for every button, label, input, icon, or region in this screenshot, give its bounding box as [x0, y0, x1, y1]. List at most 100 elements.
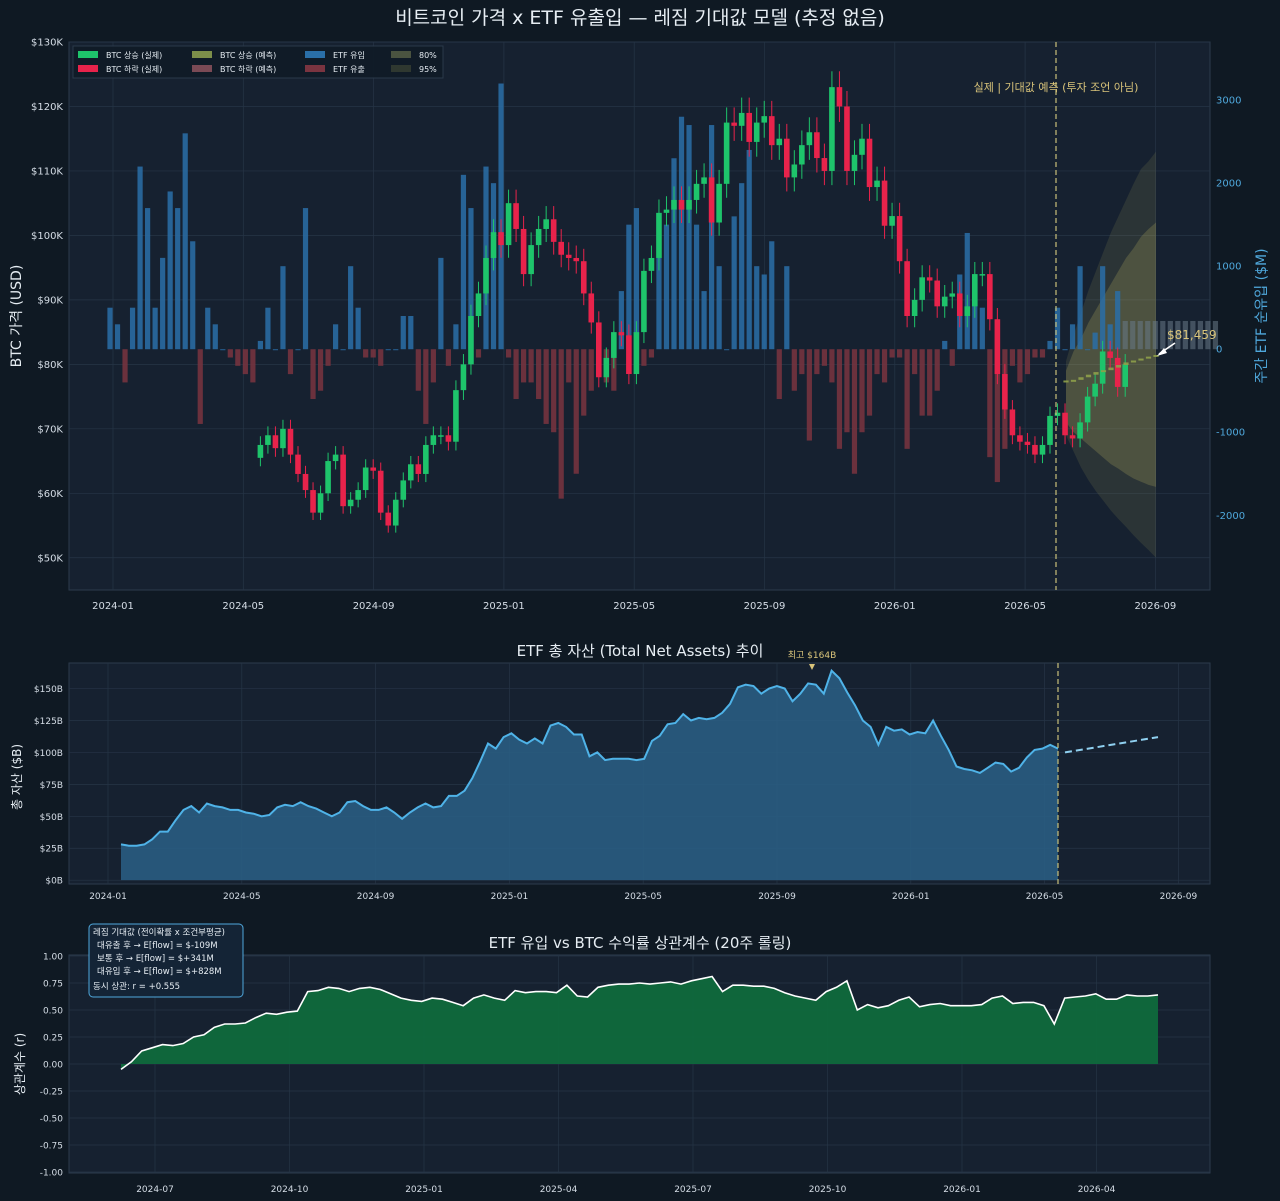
forecast-candle: [1100, 370, 1107, 373]
flow-bar: [746, 149, 752, 350]
flow-bar: [160, 257, 166, 350]
candle-body: [874, 180, 880, 188]
candle-body: [588, 293, 595, 323]
forecast-candle: [1123, 362, 1129, 365]
flow-bar: [536, 349, 542, 400]
flow-bar: [851, 349, 858, 474]
flow-bar: [310, 349, 316, 400]
candle-body: [791, 164, 798, 178]
tna-forecast-line: [1064, 736, 1159, 754]
flow-bar: [979, 307, 985, 350]
candle-body: [430, 435, 437, 445]
flow-bar: [678, 116, 685, 350]
flow-bar: [445, 349, 451, 366]
flow-bar: [814, 349, 820, 375]
price-tick-label: $100K: [31, 231, 63, 242]
flow-bar: [197, 349, 203, 424]
flow-bar: [724, 349, 730, 351]
flow-bar: [1107, 324, 1113, 350]
price-tick-label: $60K: [37, 489, 63, 500]
candle-body: [663, 209, 670, 213]
tna-x-tick-label: 2025-09: [758, 892, 796, 902]
flow-bar: [964, 232, 970, 350]
candle-body: [761, 116, 768, 123]
price-x-tick-label: 2026-05: [1004, 601, 1046, 612]
price-x-tick-label: 2024-05: [222, 601, 264, 612]
candle-body: [896, 216, 903, 262]
tna-x-tick-label: 2026-05: [1026, 892, 1064, 902]
candle-body: [919, 277, 925, 300]
flow-bar: [415, 349, 421, 391]
price-tick-label: $50K: [37, 553, 63, 564]
flow-bar: [874, 349, 880, 375]
tna-axis-label: 총 자산 ($B): [10, 744, 24, 810]
candle-body: [956, 293, 963, 316]
candle-body: [573, 257, 580, 262]
tna-x-tick-label: 2024-09: [357, 892, 395, 902]
candle-body: [498, 232, 504, 246]
legend-label: BTC 하락 (실제): [106, 64, 162, 74]
flow-bar: [776, 349, 782, 400]
candle-body: [543, 219, 549, 229]
flow-bar: [633, 208, 639, 350]
flow-bar: [972, 299, 978, 350]
flow-bar: [1047, 340, 1053, 350]
flow-bar: [453, 324, 459, 350]
candle-body: [287, 428, 294, 455]
candle-body: [904, 261, 910, 316]
candle-body: [340, 454, 346, 507]
candle-body: [310, 490, 316, 513]
flow-bar: [235, 349, 241, 366]
flow-bar: [806, 349, 812, 441]
candle-body: [972, 274, 978, 307]
flow-bar: [663, 224, 670, 350]
candle-body: [799, 145, 805, 165]
tna-peak-arrow: [809, 664, 815, 670]
corr-x-tick-label: 2025-10: [809, 1185, 847, 1195]
candle-body: [934, 280, 940, 307]
corr-x-tick-label: 2024-10: [271, 1185, 309, 1195]
flow-bar: [348, 266, 354, 350]
candle-body: [362, 467, 369, 491]
flow-tick-label: 2000: [1216, 179, 1241, 190]
flow-bar: [829, 349, 835, 383]
infobox-line-2: 대유출 후 → E[flow] = $-109M: [97, 940, 218, 951]
corr-x-tick-label: 2024-07: [136, 1185, 174, 1195]
flow-bar: [543, 349, 549, 424]
price-x-tick-label: 2024-01: [92, 601, 134, 612]
forecast-candle: [1093, 372, 1099, 375]
flow-bar: [889, 349, 895, 358]
candle-body: [806, 132, 813, 146]
flow-bar: [1054, 307, 1061, 350]
flow-bar: [671, 158, 677, 350]
candle-body: [708, 177, 715, 223]
flow-bar: [333, 324, 339, 350]
flow-bar: [859, 349, 865, 433]
candle-body: [1017, 435, 1023, 442]
candle-body: [558, 241, 564, 255]
candle-body: [881, 180, 888, 226]
candle-body: [408, 464, 414, 481]
flow-bar: [265, 307, 271, 350]
corr-area: [121, 976, 1158, 1070]
regime-infobox: 레짐 기대값 (전이확률 x 조건부평균) 대유출 후 → E[flow] = …: [88, 923, 244, 998]
candle-body: [355, 490, 361, 500]
corr-x-tick-label: 2026-04: [1078, 1185, 1116, 1195]
candle-body: [468, 316, 474, 365]
candle-body: [768, 116, 775, 146]
candle-body: [964, 306, 971, 316]
candle-body: [949, 293, 956, 297]
forecast-end-arrow: [1157, 342, 1176, 356]
forecast-flow-bar: [1152, 320, 1158, 350]
flow-bar: [551, 349, 557, 433]
flow-bar: [754, 266, 760, 350]
corr-tick-label: 0.00: [43, 1061, 63, 1071]
flow-bar: [881, 349, 888, 383]
candle-body: [671, 199, 677, 210]
flow-bar: [611, 349, 617, 391]
corr-x-tick-label: 2026-01: [943, 1185, 981, 1195]
flow-bar: [784, 266, 790, 350]
candle-body: [528, 245, 534, 275]
candle-body: [723, 122, 730, 184]
candle-body: [911, 299, 918, 316]
